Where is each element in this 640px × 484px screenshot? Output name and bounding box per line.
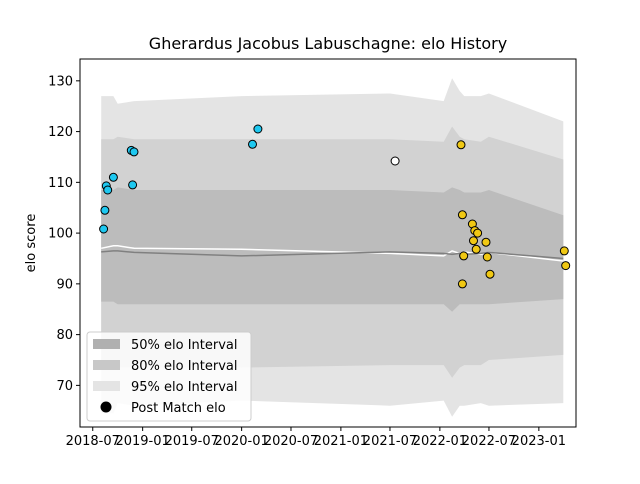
data-point bbox=[108, 172, 118, 182]
data-point bbox=[559, 246, 569, 256]
y-axis-label: elo score bbox=[24, 214, 39, 273]
legend-label: 50% elo Interval bbox=[131, 338, 238, 353]
y-tick-label: 90 bbox=[56, 277, 73, 292]
x-tick-label: 2023-01 bbox=[512, 434, 566, 449]
legend-marker bbox=[100, 401, 112, 413]
x-tick-label: 2019-01 bbox=[115, 434, 169, 449]
legend-swatch bbox=[93, 381, 120, 391]
data-point bbox=[457, 210, 467, 220]
data-point bbox=[561, 261, 571, 271]
legend-swatch bbox=[93, 339, 120, 349]
trend-line-0 bbox=[101, 245, 564, 262]
legend-label: 80% elo Interval bbox=[131, 359, 238, 374]
legend-label: Post Match elo bbox=[131, 401, 226, 416]
x-tick-label: 2020-01 bbox=[214, 434, 268, 449]
data-point bbox=[253, 124, 263, 134]
x-tick-label: 2022-01 bbox=[413, 434, 467, 449]
axes: 7080901001101201302018-072019-012019-072… bbox=[48, 58, 577, 449]
data-point bbox=[473, 228, 483, 238]
y-tick-label: 130 bbox=[48, 74, 73, 89]
x-tick-label: 2019-07 bbox=[165, 434, 219, 449]
y-tick-label: 80 bbox=[56, 328, 73, 343]
legend: 50% elo Interval 80% elo Interval 95% elo … bbox=[86, 331, 252, 422]
legend-label: 95% elo Interval bbox=[131, 380, 238, 395]
data-point bbox=[129, 147, 139, 157]
x-tick-label: 2021-01 bbox=[314, 434, 368, 449]
interval-band-2 bbox=[101, 187, 564, 312]
data-point bbox=[103, 185, 113, 195]
data-point bbox=[390, 156, 400, 166]
x-tick-label: 2020-07 bbox=[264, 434, 318, 449]
data-point bbox=[469, 236, 478, 246]
data-point bbox=[100, 205, 110, 215]
data-point bbox=[471, 244, 481, 254]
y-tick-label: 120 bbox=[48, 125, 73, 140]
data-point bbox=[482, 252, 492, 262]
plot-frame bbox=[79, 58, 577, 428]
y-tick-label: 110 bbox=[48, 176, 73, 191]
data-point bbox=[459, 251, 469, 261]
data-point bbox=[128, 180, 138, 190]
legend-swatch bbox=[93, 360, 120, 370]
x-tick-label: 2018-07 bbox=[66, 434, 120, 449]
data-point bbox=[457, 279, 467, 289]
data-point bbox=[456, 140, 466, 150]
y-tick-label: 70 bbox=[56, 379, 73, 394]
chart-title: Gherardus Jacobus Labuschagne: elo Histo… bbox=[149, 34, 507, 53]
data-point bbox=[481, 237, 491, 247]
x-tick-label: 2022-07 bbox=[462, 434, 516, 449]
trend-line-1 bbox=[101, 250, 564, 260]
data-point bbox=[99, 224, 109, 234]
data-point bbox=[248, 139, 257, 149]
data-point bbox=[485, 269, 495, 279]
y-tick-label: 100 bbox=[48, 227, 73, 242]
legend-box bbox=[86, 331, 252, 422]
x-tick-label: 2021-07 bbox=[363, 434, 417, 449]
